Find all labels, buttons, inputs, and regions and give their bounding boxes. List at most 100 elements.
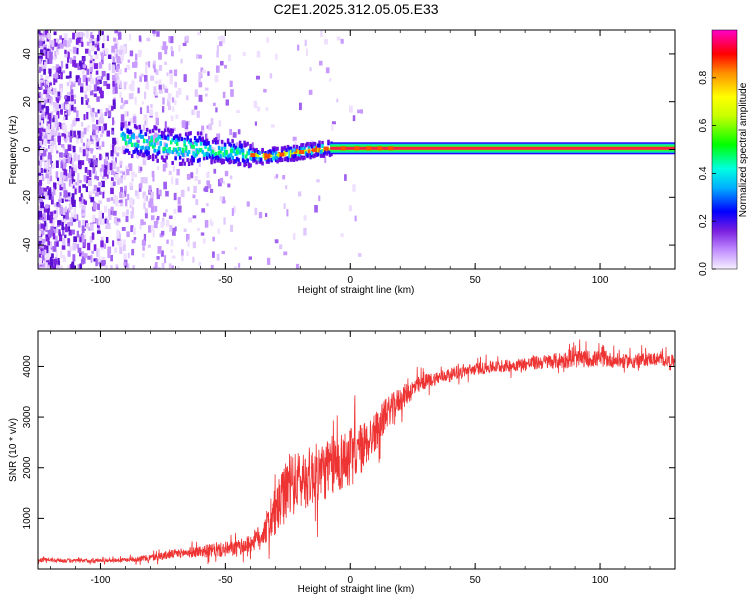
heatmap-signal-cell (289, 149, 293, 154)
heatmap-signal-cell (160, 130, 164, 135)
spectrogram-y-tick-label: 0 (22, 146, 33, 152)
heatmap-signal-cell (315, 145, 318, 150)
heatmap-noise-cell (106, 219, 109, 225)
heatmap-noise-cell (72, 181, 76, 186)
heatmap-signal-cell (147, 145, 150, 150)
heatmap-noise-cell (107, 162, 111, 170)
heatmap-signal-cell (126, 134, 129, 139)
heatmap-noise-cell (48, 152, 52, 160)
heatmap-signal-cell (135, 144, 138, 149)
heatmap-signal-cell (124, 148, 128, 153)
heatmap-noise-cell (88, 85, 92, 92)
heatmap-noise-cell (40, 228, 45, 236)
heatmap-noise-cell (209, 188, 214, 193)
heatmap-signal-cell (285, 147, 288, 152)
heatmap-noise-cell (200, 232, 205, 236)
heatmap-noise-cell (187, 239, 190, 247)
heatmap-noise-cell (53, 237, 57, 244)
heatmap-noise-cell (357, 109, 361, 114)
heatmap-signal-cell (316, 152, 320, 157)
heatmap-noise-cell (57, 95, 61, 100)
heatmap-noise-cell (39, 49, 43, 55)
heatmap-noise-cell (71, 265, 76, 269)
heatmap-noise-cell (344, 174, 347, 181)
heatmap-noise-cell (65, 109, 70, 116)
heatmap-noise-cell (43, 258, 48, 266)
heatmap-noise-cell (314, 204, 318, 213)
heatmap-noise-cell (55, 38, 60, 43)
heatmap-noise-cell (95, 70, 99, 75)
heatmap-noise-cell (60, 175, 64, 182)
heatmap-noise-cell (42, 149, 46, 157)
heatmap-signal-cell (156, 158, 159, 163)
heatmap-noise-cell (38, 230, 41, 237)
heatmap-signal-cell (174, 134, 177, 139)
heatmap-noise-cell (181, 255, 184, 262)
heatmap-noise-cell (78, 197, 82, 202)
heatmap-noise-cell (41, 250, 45, 255)
heatmap-noise-cell (130, 200, 134, 208)
heatmap-noise-cell (100, 218, 105, 225)
heatmap-noise-cell (54, 50, 57, 59)
heatmap-noise-cell (91, 250, 95, 254)
heatmap-noise-cell (93, 244, 97, 251)
heatmap-noise-cell (80, 137, 83, 143)
heatmap-noise-cell (156, 256, 160, 260)
heatmap-noise-cell (204, 186, 209, 193)
heatmap-noise-cell (61, 183, 66, 190)
heatmap-signal-cell (292, 144, 296, 149)
heatmap-noise-cell (188, 217, 193, 223)
heatmap-noise-cell (49, 229, 53, 237)
heatmap-noise-cell (44, 61, 47, 69)
colorbar-tick-label: 0.8 (698, 70, 709, 84)
heatmap-noise-cell (86, 222, 89, 229)
heatmap-signal-cell (321, 144, 324, 149)
heatmap-noise-cell (104, 48, 109, 55)
heatmap-noise-cell (149, 198, 154, 206)
heatmap-signal-cell (225, 151, 228, 156)
heatmap-noise-cell (115, 174, 119, 181)
heatmap-signal-cell (280, 157, 284, 162)
heatmap-signal-cell (193, 153, 197, 158)
heatmap-signal-cell (301, 156, 305, 161)
heatmap-noise-cell (150, 75, 155, 81)
heatmap-noise-cell (52, 114, 56, 119)
heatmap-noise-cell (215, 107, 218, 113)
heatmap-signal-cell (139, 146, 143, 151)
heatmap-noise-cell (135, 190, 138, 197)
heatmap-noise-cell (198, 54, 202, 59)
snr-series-line (38, 339, 675, 565)
heatmap-noise-cell (156, 31, 160, 37)
heatmap-noise-cell (51, 66, 56, 71)
heatmap-signal-cell (313, 145, 317, 150)
heatmap-signal-cell (178, 133, 182, 138)
heatmap-signal-cell (291, 149, 294, 154)
heatmap-noise-cell (83, 127, 87, 135)
heatmap-noise-cell (50, 245, 54, 251)
heatmap-noise-cell (172, 227, 176, 236)
heatmap-signal-cell (309, 142, 312, 147)
heatmap-signal-cell (312, 154, 315, 159)
heatmap-noise-cell (95, 188, 99, 197)
heatmap-signal-cell (162, 158, 165, 163)
heatmap-signal-cell (319, 150, 323, 155)
heatmap-noise-cell (83, 233, 87, 239)
heatmap-noise-cell (107, 171, 111, 175)
heatmap-noise-cell (81, 41, 84, 47)
heatmap-signal-cell (267, 150, 270, 155)
heatmap-noise-cell (204, 133, 208, 141)
heatmap-signal-cell (283, 157, 287, 162)
heatmap-noise-cell (150, 194, 154, 200)
heatmap-signal-cell (175, 141, 179, 146)
heatmap-noise-cell (263, 88, 267, 93)
heatmap-noise-cell (90, 55, 93, 61)
heatmap-noise-cell (167, 93, 172, 101)
heatmap-noise-cell (45, 245, 49, 254)
heatmap-noise-cell (144, 177, 148, 184)
heatmap-noise-cell (166, 219, 170, 227)
heatmap-noise-cell (114, 38, 119, 47)
heatmap-noise-cell (109, 105, 114, 111)
heatmap-noise-cell (73, 164, 78, 169)
heatmap-noise-cell (104, 161, 109, 169)
heatmap-noise-cell (191, 109, 195, 115)
